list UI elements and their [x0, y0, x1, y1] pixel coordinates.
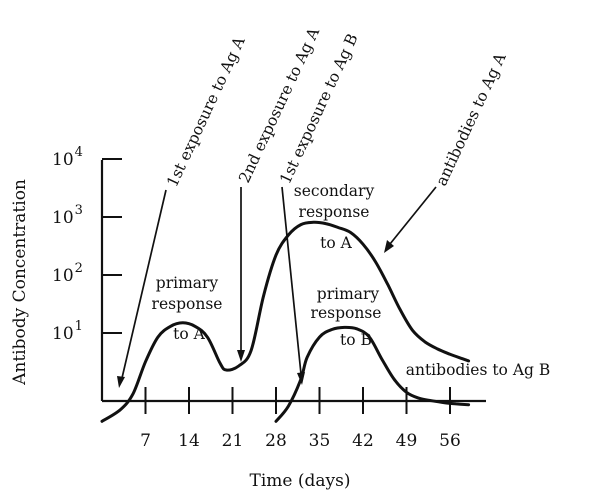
y-axis-title: Antibody Concentration	[10, 179, 30, 386]
y-tick-label: 101	[52, 319, 83, 344]
y-tick-label: 102	[52, 261, 83, 286]
arrow-second-exposure-a	[237, 187, 245, 362]
y-tick-label: 104	[52, 145, 83, 170]
x-tick-label: 49	[396, 431, 418, 451]
x-tick-label: 56	[439, 431, 461, 451]
annotation-first-exposure-b: 1st exposure to Ag B	[276, 31, 361, 187]
annotation-antibodies-to-ag-a: antibodies to Ag A	[432, 50, 510, 189]
label-primary-b-line3: to B	[340, 331, 372, 349]
label-primary-a-line1: primary	[156, 274, 219, 292]
arrow-antibodies-to-ag-a	[384, 186, 437, 253]
arrow-first-exposure-a	[117, 189, 167, 388]
x-tick-label: 7	[140, 431, 151, 451]
x-axis-title: Time (days)	[250, 471, 351, 491]
x-tick-group: 7 14 21 28 35 42 49 56	[140, 387, 461, 451]
x-tick-label: 28	[265, 431, 287, 451]
label-primary-a-line2: response	[152, 295, 223, 313]
y-tick-label: 103	[52, 203, 83, 228]
x-tick-label: 21	[222, 431, 244, 451]
x-tick-label: 42	[352, 431, 374, 451]
series-line-antibodies-ag-a	[100, 220, 471, 423]
series-line-antibodies-ag-b	[274, 325, 471, 423]
annotation-antibodies-to-ag-b: antibodies to Ag B	[406, 361, 551, 379]
arrow-first-exposure-b	[281, 186, 305, 385]
label-secondary-a-line2: response	[299, 203, 370, 221]
label-secondary-a-line1: secondary	[294, 182, 375, 200]
label-primary-b-line1: primary	[317, 285, 380, 303]
x-tick-label: 14	[178, 431, 200, 451]
x-tick-label: 35	[309, 431, 331, 451]
label-primary-a-line3: to A	[173, 325, 205, 343]
label-primary-b-line2: response	[311, 304, 382, 322]
annotation-first-exposure-a: 1st exposure to Ag A	[163, 33, 249, 189]
y-tick-group: 101 102 103 104	[52, 145, 122, 344]
label-secondary-a-line3: to A	[320, 234, 352, 252]
